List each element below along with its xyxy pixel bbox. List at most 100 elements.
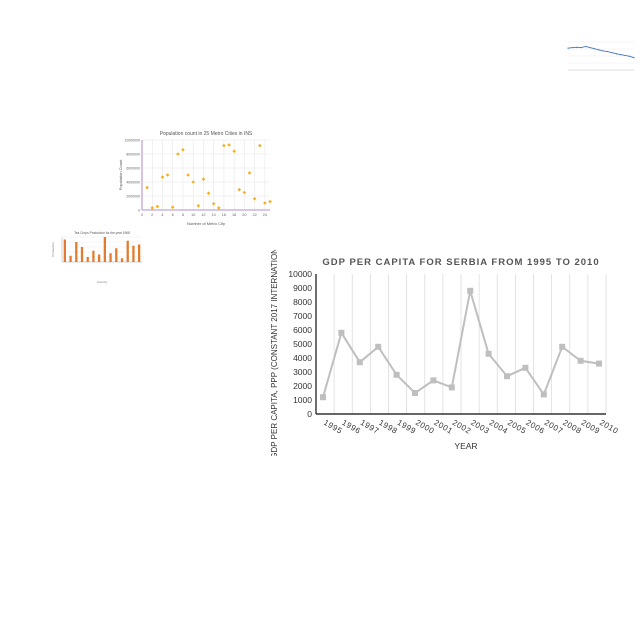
data-point (620, 54, 622, 56)
data-point (242, 190, 247, 195)
data-point (206, 191, 211, 195)
data-point (577, 357, 584, 364)
y-tick-label: 6000000 (126, 167, 140, 171)
data-point (571, 47, 573, 49)
x-tick-label: 2009 (580, 418, 602, 436)
bar (126, 240, 129, 262)
data-point (504, 373, 510, 380)
data-point (252, 197, 257, 201)
x-tick-label: 2002 (451, 418, 473, 436)
data-point (567, 47, 569, 49)
data-point (602, 50, 604, 52)
series-line (567, 46, 635, 59)
x-tick-label: 2 (151, 213, 153, 217)
data-point (257, 143, 262, 148)
gdp-serbia-line-chart: GDP PER CAPITA FOR SERBIA FROM 1995 TO 2… (270, 250, 620, 456)
data-point (633, 57, 635, 59)
data-point (598, 49, 600, 51)
data-point (217, 206, 221, 210)
y-tick-label: 4000 (293, 353, 312, 363)
x-tick-label: 2010 (598, 418, 620, 436)
data-point (196, 204, 201, 208)
metro-population-scatter-chart: Population count in 25 Metro Cities in I… (118, 131, 272, 226)
chart-title: Population count in 25 Metro Cities in I… (160, 131, 253, 137)
x-tick-label: 14 (212, 213, 216, 217)
data-point (611, 52, 613, 54)
x-tick-label: 2008 (561, 418, 583, 436)
x-tick-label: 2001 (432, 418, 454, 436)
data-point (268, 199, 272, 204)
tea-production-bar-chart: Tea Crops Production for the year 1968 Co… (51, 231, 142, 284)
x-axis-title: Number of Metro City (187, 221, 225, 226)
data-point (624, 54, 626, 57)
bar (120, 258, 124, 262)
data-point (338, 329, 345, 336)
data-point (227, 143, 231, 147)
x-tick-label: 2004 (488, 418, 510, 436)
y-tick-label: 3000 (293, 367, 312, 377)
data-point (155, 204, 160, 209)
bar (69, 255, 72, 262)
data-point (375, 343, 382, 350)
bar (98, 254, 101, 262)
y-axis-title: GDP PER CAPITA, PPP (CONSTANT 2017 INTER… (270, 250, 279, 456)
data-point (448, 384, 455, 391)
y-tick-label: 2000000 (126, 195, 140, 199)
x-tick-label: 18 (232, 213, 236, 217)
data-point (263, 201, 267, 205)
x-tick-label: 2000 (414, 418, 436, 436)
data-point (596, 360, 602, 367)
bar (63, 239, 66, 262)
x-tick-label: 4 (161, 213, 163, 217)
y-tick-label: 2000 (293, 381, 312, 391)
bar (132, 245, 135, 262)
series-line (322, 290, 600, 398)
data-point (165, 173, 170, 177)
x-tick-label: 20 (242, 213, 246, 217)
y-tick-label: 0 (307, 409, 312, 419)
y-tick-label: 10000 (288, 269, 312, 279)
bar (92, 250, 95, 262)
data-point (467, 287, 474, 294)
bar (103, 237, 106, 262)
x-tick-label: 1997 (359, 418, 381, 436)
x-tick-label: 2005 (506, 418, 528, 436)
x-tick-label: 24 (263, 213, 267, 217)
data-point (320, 394, 326, 401)
x-axis-title: YEAR (454, 441, 477, 451)
bar (115, 248, 118, 262)
bar (75, 242, 78, 262)
data-point (150, 206, 155, 210)
data-point (232, 149, 236, 153)
data-point (160, 175, 165, 179)
y-tick-label: 10000000 (124, 139, 140, 143)
mini-line-chart (567, 41, 635, 71)
data-point (181, 148, 185, 152)
x-tick-label: 12 (201, 213, 205, 217)
x-tick-label: 2003 (469, 418, 491, 436)
data-point (522, 364, 529, 371)
x-tick-label: 6 (172, 213, 174, 217)
y-tick-label: 0 (138, 209, 140, 213)
x-tick-label: 2007 (543, 418, 565, 436)
y-tick-label: 8000000 (126, 153, 140, 157)
data-point (186, 173, 190, 177)
x-tick-label: 22 (253, 213, 257, 217)
y-tick-label: 6000 (293, 325, 312, 335)
data-point (430, 377, 437, 384)
data-point (615, 53, 617, 55)
data-point (145, 185, 149, 190)
x-tick-label: 1998 (377, 418, 399, 436)
y-tick-label: 7000 (293, 311, 312, 321)
data-point (629, 55, 631, 57)
x-tick-label: 8 (182, 213, 184, 217)
bar (80, 247, 84, 262)
x-tick-label: 2006 (524, 418, 546, 436)
chart-title: GDP PER CAPITA FOR SERBIA FROM 1995 TO 2… (322, 257, 599, 268)
x-tick-label: 1995 (322, 418, 344, 436)
x-tick-label: 1996 (340, 418, 362, 436)
data-point (593, 48, 595, 50)
y-tick-label: 9000 (293, 283, 312, 293)
x-axis-title: Country (97, 280, 108, 284)
data-point (580, 47, 582, 49)
